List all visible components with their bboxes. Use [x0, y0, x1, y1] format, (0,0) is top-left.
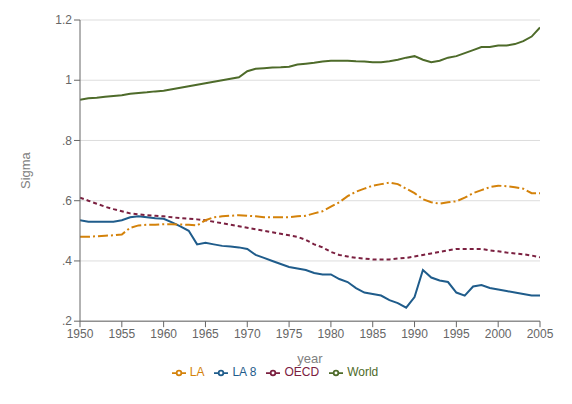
- svg-text:1965: 1965: [192, 327, 219, 341]
- svg-text:2000: 2000: [485, 327, 512, 341]
- svg-text:.6: .6: [62, 194, 72, 208]
- svg-text:1990: 1990: [401, 327, 428, 341]
- svg-text:.8: .8: [62, 134, 72, 148]
- svg-text:1980: 1980: [318, 327, 345, 341]
- html-text:OECD: OECD: [284, 365, 320, 380]
- svg-text:1.2: 1.2: [55, 13, 72, 27]
- html-text:LA: LA: [189, 365, 205, 380]
- svg-text:year: year: [297, 351, 323, 366]
- svg-text:2005: 2005: [527, 327, 554, 341]
- html-text:World: World: [347, 365, 379, 380]
- svg-text:Sigma: Sigma: [18, 151, 33, 189]
- svg-text:1: 1: [65, 73, 72, 87]
- svg-text:1960: 1960: [150, 327, 177, 341]
- svg-text:.2: .2: [62, 314, 72, 328]
- svg-text:.4: .4: [62, 254, 72, 268]
- svg-text:1985: 1985: [359, 327, 386, 341]
- html-text:LA 8: LA 8: [232, 365, 257, 380]
- svg-text:1955: 1955: [108, 327, 135, 341]
- svg-text:1970: 1970: [234, 327, 261, 341]
- svg-text:1950: 1950: [67, 327, 94, 341]
- svg-text:1975: 1975: [276, 327, 303, 341]
- svg-text:1995: 1995: [443, 327, 470, 341]
